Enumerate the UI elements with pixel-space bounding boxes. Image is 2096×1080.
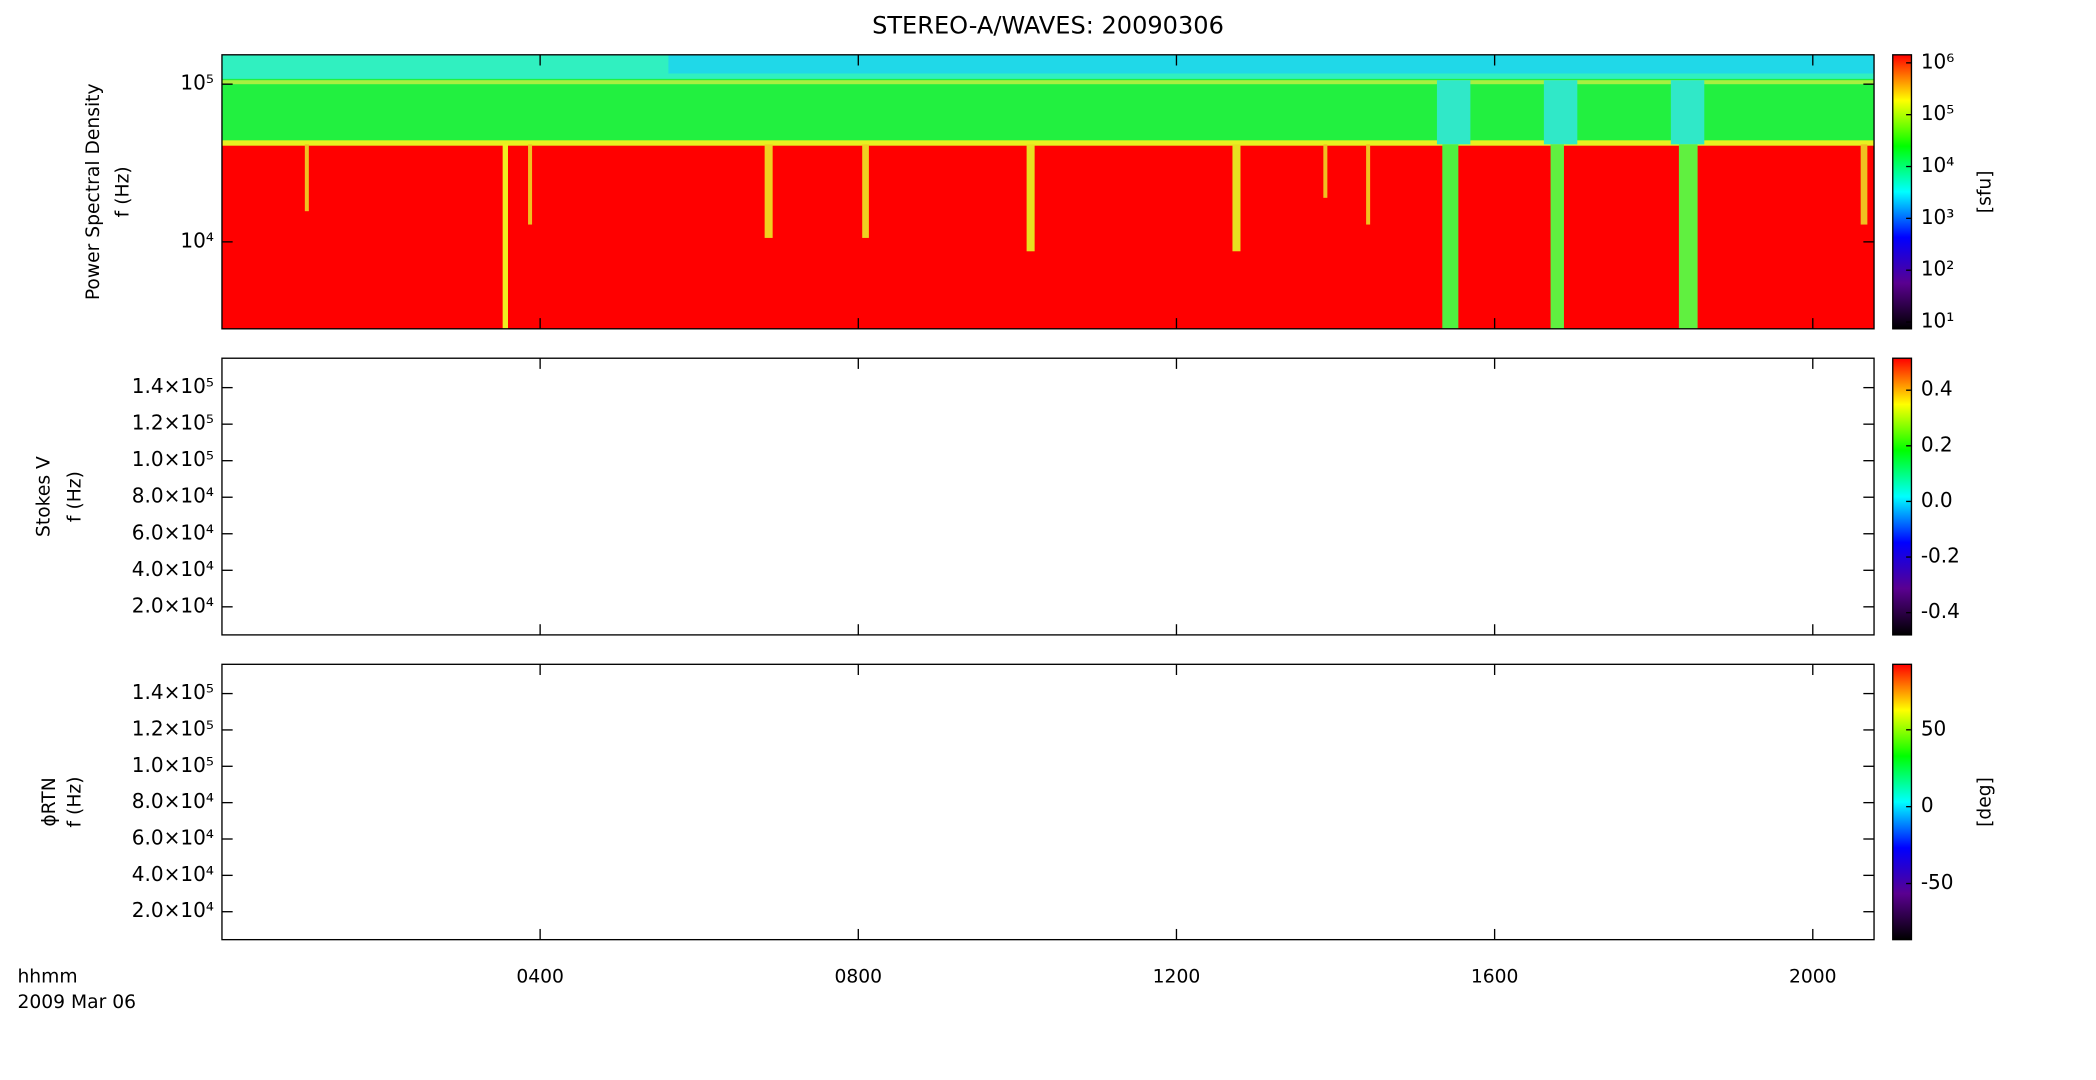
- y-axis-title: Power Spectral Density: [83, 83, 104, 300]
- y-tick-label: 1.2×10⁵: [132, 716, 214, 740]
- y-tick-label: 10⁴: [180, 228, 214, 252]
- plot-frame: [221, 663, 1875, 941]
- colorbar: [1892, 663, 1913, 941]
- colorbar: [1892, 54, 1913, 330]
- y-tick-label: 1.4×10⁵: [132, 680, 214, 704]
- y-axis-title: Stokes V: [34, 456, 55, 537]
- colorbar-tick-label: 50: [1921, 716, 1947, 740]
- colorbar-tick-label: -0.2: [1921, 544, 1960, 568]
- y-tick-label: 4.0×10⁴: [132, 557, 214, 581]
- y-tick-label: 2.0×10⁴: [132, 898, 214, 922]
- y-tick-label: 2.0×10⁴: [132, 593, 214, 617]
- y-tick-label: 1.2×10⁵: [132, 411, 214, 435]
- colorbar-tick-label: 10¹: [1921, 309, 1955, 333]
- y-tick-label: 6.0×10⁴: [132, 826, 214, 850]
- colorbar-tick-label: 0.4: [1921, 377, 1953, 401]
- x-tick-label: 2000: [1789, 967, 1837, 988]
- colorbar-title: [deg]: [1974, 777, 1995, 827]
- x-tick-label: 0400: [516, 967, 564, 988]
- plot-frame: [221, 357, 1875, 636]
- y-tick-label: 6.0×10⁴: [132, 520, 214, 544]
- y-tick-label: 1.4×10⁵: [132, 374, 214, 398]
- colorbar-tick-label: -50: [1921, 870, 1954, 894]
- x-tick-label: 1600: [1471, 967, 1519, 988]
- date-label: 2009 Mar 06: [17, 992, 136, 1013]
- colorbar-tick-label: 0.0: [1921, 488, 1953, 512]
- colorbar-tick-label: -0.4: [1921, 599, 1960, 623]
- colorbar-tick-label: 10²: [1921, 257, 1955, 281]
- plot-frame: [221, 54, 1875, 330]
- colorbar-tick-label: 10³: [1921, 205, 1955, 229]
- y-tick-label: 10⁵: [180, 71, 214, 95]
- y-tick-label: 4.0×10⁴: [132, 862, 214, 886]
- y-axis-title: ϕRTN: [39, 777, 60, 826]
- colorbar-title: [sfu]: [1974, 170, 1995, 213]
- colorbar-tick-label: 10⁵: [1921, 101, 1955, 125]
- y-axis-title: f (Hz): [64, 776, 85, 827]
- colorbar-tick-label: 10⁶: [1921, 49, 1955, 73]
- colorbar: [1892, 357, 1913, 636]
- chart-title: STEREO-A/WAVES: 20090306: [872, 12, 1224, 40]
- colorbar-tick-label: 0: [1921, 793, 1934, 817]
- y-tick-label: 8.0×10⁴: [132, 789, 214, 813]
- spectrogram-image: [221, 54, 1875, 329]
- x-unit-label: hhmm: [17, 967, 77, 988]
- colorbar-tick-label: 0.2: [1921, 432, 1953, 456]
- y-axis-title: f (Hz): [64, 471, 85, 522]
- y-tick-label: 1.0×10⁵: [132, 447, 214, 471]
- y-tick-label: 1.0×10⁵: [132, 753, 214, 777]
- x-tick-label: 0800: [834, 967, 882, 988]
- y-tick-label: 8.0×10⁴: [132, 484, 214, 508]
- x-tick-label: 1200: [1153, 967, 1201, 988]
- y-axis-title: f (Hz): [113, 166, 134, 217]
- colorbar-tick-label: 10⁴: [1921, 153, 1955, 177]
